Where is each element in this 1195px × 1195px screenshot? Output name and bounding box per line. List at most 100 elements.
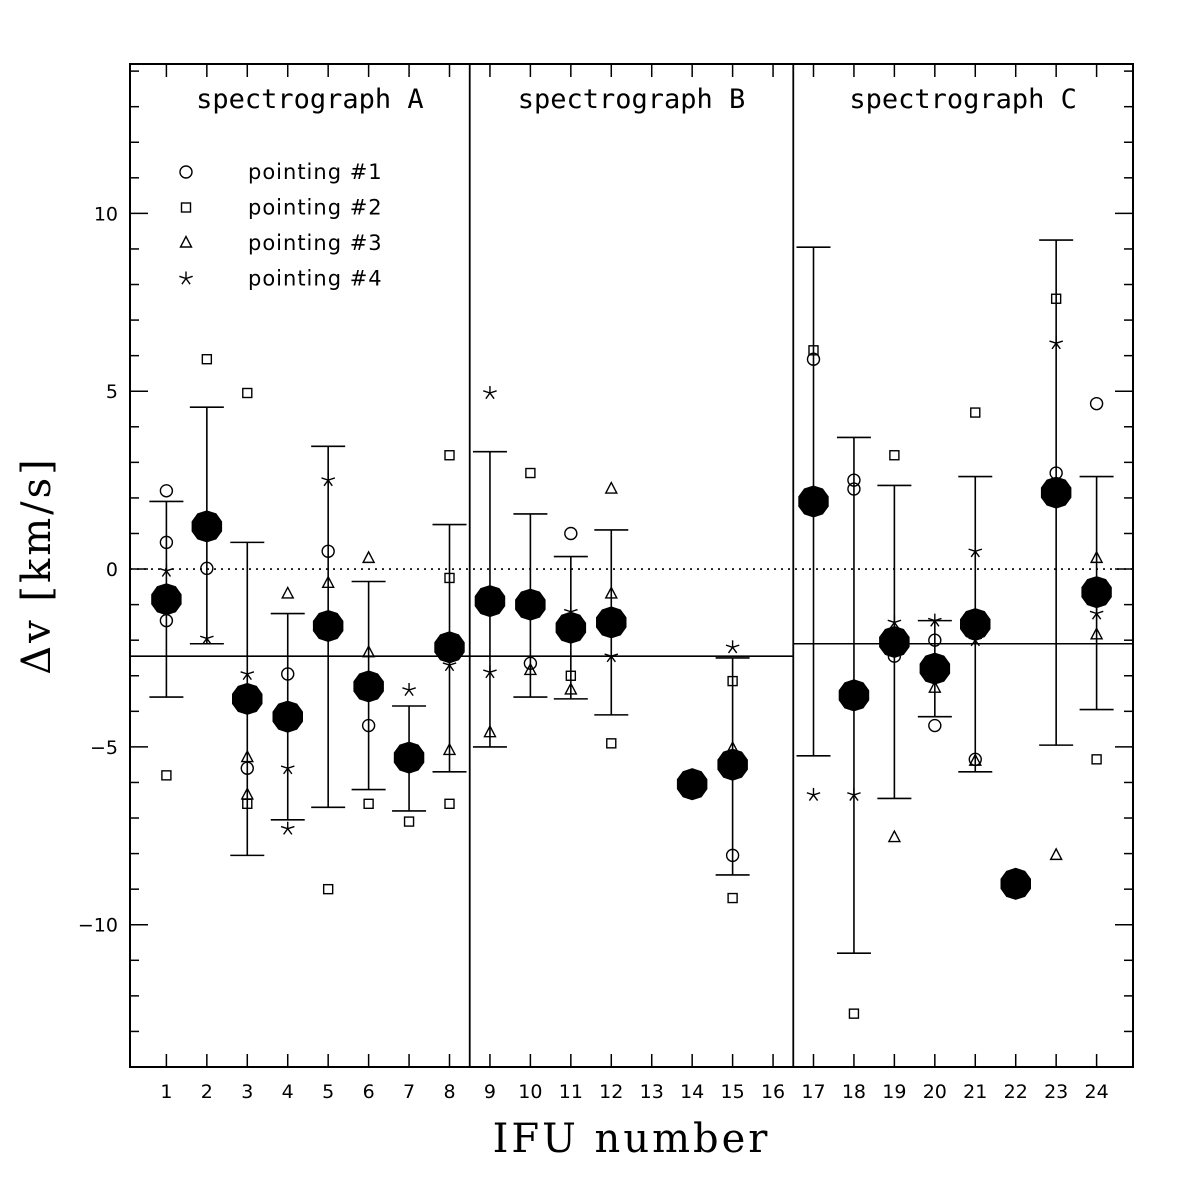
mean-marker bbox=[272, 700, 303, 733]
reference-lines bbox=[130, 64, 1133, 1067]
triangle-marker bbox=[361, 550, 376, 564]
star-arm bbox=[483, 390, 491, 394]
star-arm bbox=[327, 479, 333, 487]
legend-label: pointing #1 bbox=[248, 160, 383, 184]
circle-marker bbox=[361, 718, 376, 733]
star-arm bbox=[489, 671, 495, 679]
star-arm bbox=[1055, 342, 1061, 350]
triangle-marker bbox=[240, 786, 254, 800]
star-arm bbox=[1049, 340, 1057, 344]
star-arm bbox=[1089, 610, 1097, 615]
triangle-marker bbox=[179, 234, 193, 248]
star-marker bbox=[402, 682, 416, 697]
legend-label: pointing #3 bbox=[248, 231, 383, 255]
star-arm bbox=[179, 275, 187, 280]
circle-marker bbox=[321, 544, 335, 558]
circle-marker bbox=[200, 561, 214, 576]
star-arm bbox=[483, 669, 491, 673]
x-tick-label: 14 bbox=[680, 1081, 704, 1103]
star-arm bbox=[849, 794, 855, 801]
star-arm bbox=[287, 767, 293, 775]
square-marker bbox=[606, 738, 617, 749]
star-arm bbox=[732, 646, 738, 654]
star-arm bbox=[970, 639, 976, 647]
star-arm bbox=[323, 479, 329, 487]
star-marker bbox=[159, 563, 174, 577]
circle-marker bbox=[564, 526, 578, 541]
x-tick-label: 5 bbox=[322, 1081, 334, 1103]
square-marker bbox=[201, 354, 213, 365]
x-tick-label: 24 bbox=[1085, 1081, 1109, 1103]
mean-marker bbox=[191, 510, 223, 543]
star-arm bbox=[974, 639, 980, 647]
star-marker bbox=[280, 761, 295, 775]
star-arm bbox=[185, 275, 193, 280]
star-arm bbox=[444, 664, 451, 672]
legend-label: pointing #4 bbox=[248, 267, 383, 291]
square-marker bbox=[444, 450, 455, 461]
star-arm bbox=[974, 550, 980, 558]
triangle-marker bbox=[968, 753, 982, 766]
mean-marker bbox=[676, 768, 708, 801]
x-tick-label: 7 bbox=[403, 1081, 415, 1103]
x-tick-label: 2 bbox=[201, 1081, 213, 1103]
mean-marker bbox=[798, 485, 829, 518]
star-arm bbox=[206, 635, 214, 640]
star-arm bbox=[1096, 613, 1102, 620]
star-arm bbox=[968, 548, 976, 552]
circle-marker bbox=[725, 848, 740, 863]
triangle-marker bbox=[361, 644, 376, 658]
square-marker bbox=[727, 892, 738, 904]
mean-marker bbox=[393, 741, 425, 774]
y-axis-title: Δv [km/s] bbox=[14, 456, 60, 675]
star-arm bbox=[489, 669, 497, 673]
star-marker bbox=[927, 613, 942, 627]
y-tick-label: −5 bbox=[90, 737, 118, 759]
star-arm bbox=[280, 765, 288, 769]
mean-marker bbox=[312, 609, 344, 643]
circle-marker bbox=[928, 718, 942, 733]
mean-points bbox=[151, 476, 1112, 900]
star-arm bbox=[934, 617, 942, 622]
star-arm bbox=[283, 828, 289, 835]
mean-marker bbox=[1081, 576, 1112, 609]
x-tick-label: 17 bbox=[801, 1081, 825, 1103]
star-marker bbox=[321, 473, 336, 487]
mean-marker bbox=[960, 608, 991, 641]
y-tick-label: −10 bbox=[78, 915, 118, 937]
star-marker bbox=[725, 640, 740, 654]
square-marker bbox=[889, 450, 900, 461]
star-arm bbox=[1091, 613, 1098, 620]
star-arm bbox=[930, 620, 936, 627]
star-arm bbox=[404, 689, 410, 697]
star-arm bbox=[610, 655, 616, 663]
triangle-marker bbox=[1089, 626, 1104, 640]
x-tick-label: 12 bbox=[599, 1081, 623, 1103]
star-arm bbox=[489, 392, 495, 400]
x-tick-label: 20 bbox=[923, 1081, 947, 1103]
star-marker bbox=[1089, 606, 1104, 620]
star-arm bbox=[853, 794, 859, 801]
square-marker bbox=[444, 798, 455, 810]
star-arm bbox=[812, 794, 819, 801]
star-marker bbox=[483, 665, 497, 679]
x-tick-label: 1 bbox=[160, 1081, 172, 1103]
star-arm bbox=[887, 619, 895, 624]
y-tick-label: 10 bbox=[94, 203, 118, 225]
square-marker bbox=[727, 675, 738, 687]
star-marker bbox=[847, 787, 861, 801]
star-arm bbox=[408, 689, 414, 697]
star-arm bbox=[604, 653, 612, 657]
x-tick-label: 10 bbox=[518, 1081, 542, 1103]
star-arm bbox=[247, 671, 255, 675]
star-arm bbox=[563, 608, 572, 613]
star-arm bbox=[327, 477, 336, 481]
square-marker bbox=[1050, 293, 1062, 304]
triangle-marker bbox=[604, 481, 618, 494]
x-axis-title: IFU number bbox=[493, 1116, 771, 1162]
star-arm bbox=[240, 671, 248, 675]
panel-label: spectrograph A bbox=[196, 84, 424, 115]
star-arm bbox=[449, 662, 457, 666]
square-marker bbox=[970, 407, 981, 418]
